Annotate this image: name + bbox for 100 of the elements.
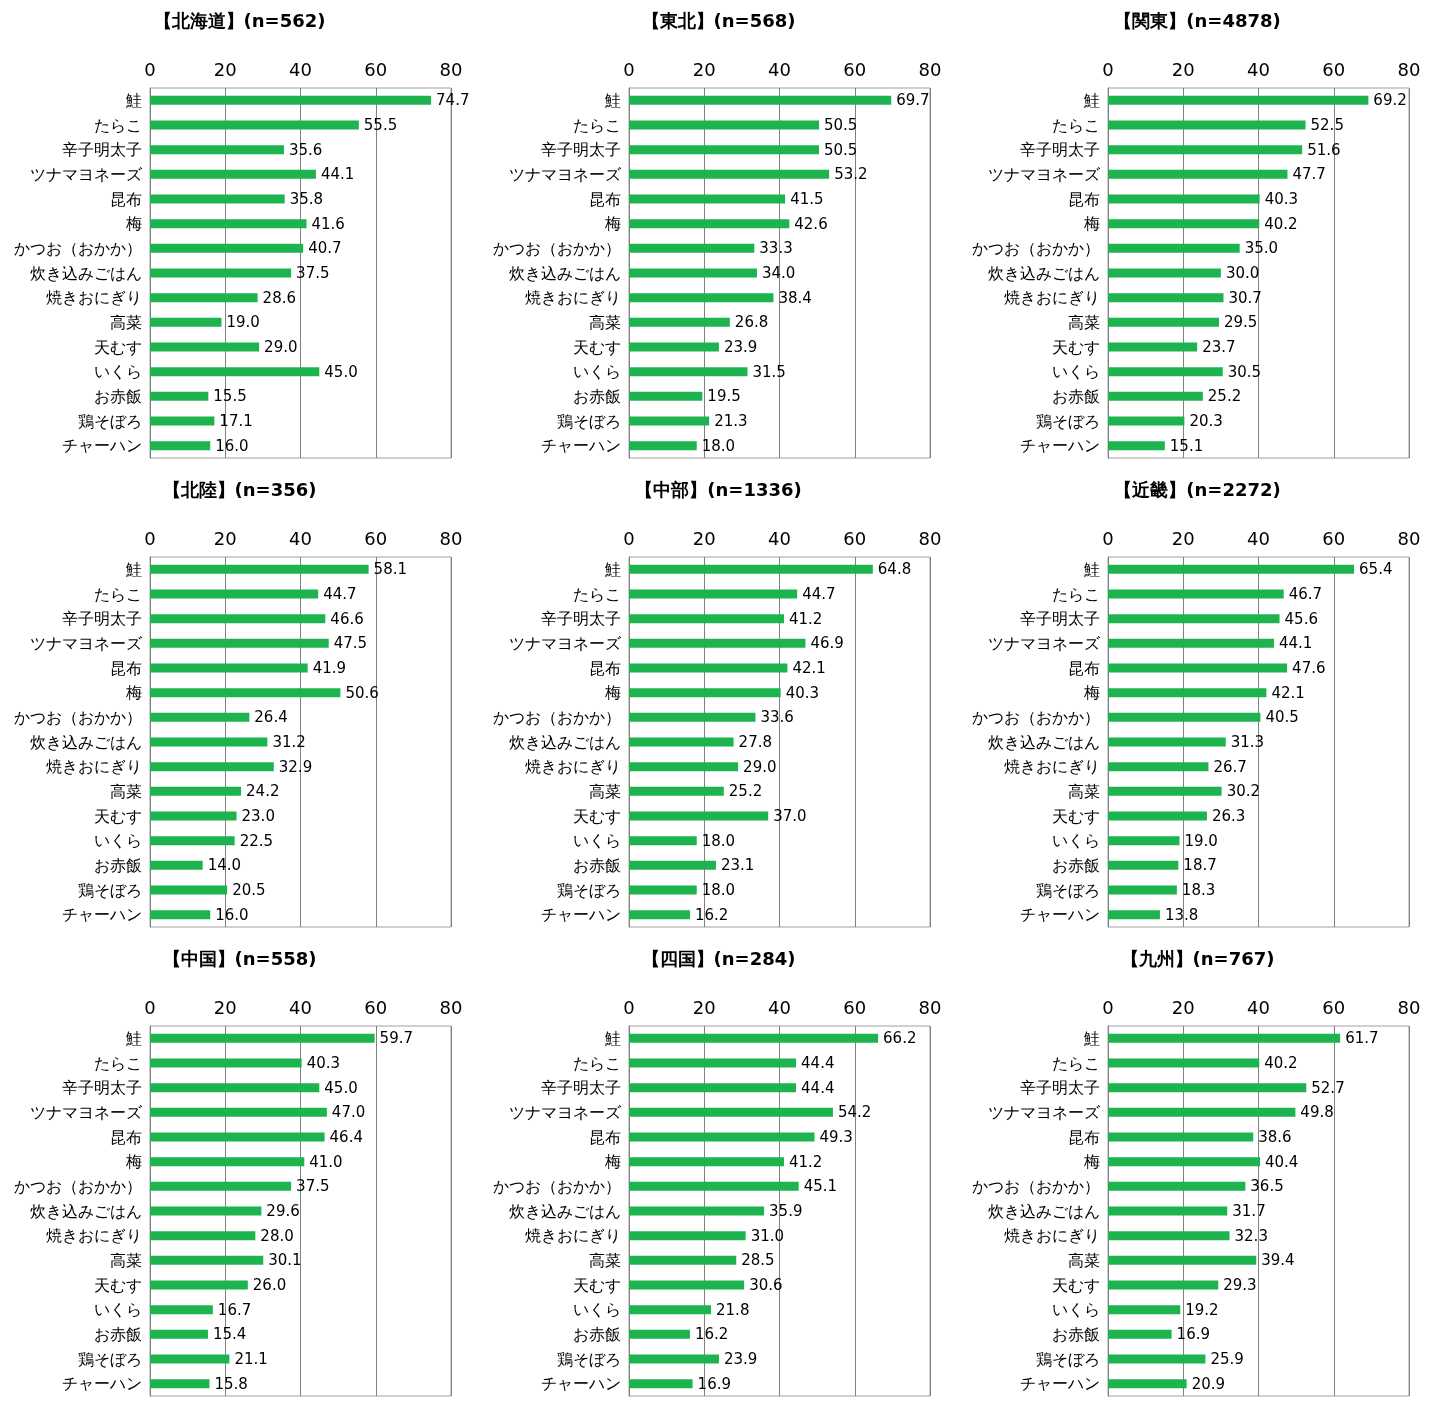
- data-label: 18.7: [1183, 856, 1217, 875]
- x-tick-label: 20: [213, 527, 237, 549]
- data-label: 18.0: [701, 831, 736, 850]
- y-tick-label: お赤飯: [573, 855, 621, 875]
- x-tick-label: 80: [439, 58, 463, 80]
- bar: [150, 120, 359, 130]
- data-label: 47.7: [1292, 165, 1326, 184]
- y-tick-label: 昆布: [110, 658, 142, 678]
- bar: [1108, 317, 1219, 327]
- data-label: 16.2: [694, 905, 729, 924]
- y-tick-label: お赤飯: [94, 1324, 142, 1344]
- y-tick-label: 高菜: [589, 312, 621, 332]
- data-label: 47.6: [1292, 659, 1326, 677]
- data-label: 45.0: [324, 1078, 358, 1097]
- bar: [1108, 1329, 1172, 1339]
- y-tick-label: たらこ: [573, 115, 621, 135]
- bar: [1108, 564, 1355, 574]
- data-label: 74.7: [436, 91, 470, 110]
- chart-title: 【中国】(n=558): [162, 947, 317, 969]
- bar: [629, 811, 769, 821]
- x-tick-label: 60: [1322, 527, 1346, 549]
- bar: [150, 1132, 325, 1142]
- data-label: 21.8: [716, 1300, 750, 1319]
- y-tick-label: 鶏そぼろ: [557, 1349, 621, 1369]
- x-tick-label: 60: [1322, 58, 1346, 80]
- data-label: 45.0: [324, 362, 358, 381]
- data-label: 16.2: [694, 1325, 729, 1344]
- y-tick-label: 焼きおにぎり: [525, 757, 621, 777]
- y-tick-label: 梅: [1083, 683, 1100, 703]
- y-tick-label: 辛子明太子: [62, 1078, 142, 1098]
- bar: [1108, 1354, 1206, 1364]
- y-tick-label: たらこ: [1052, 1053, 1100, 1073]
- x-tick-label: 80: [918, 527, 942, 549]
- bar: [1108, 737, 1226, 747]
- bar: [629, 1231, 746, 1241]
- bar: [629, 194, 786, 204]
- bar: [629, 614, 785, 624]
- data-label: 29.6: [266, 1202, 300, 1220]
- y-tick-label: 天むす: [1052, 1275, 1100, 1295]
- y-tick-label: 炊き込みごはん: [509, 263, 621, 283]
- data-label: 49.3: [819, 1128, 853, 1146]
- y-tick-label: かつお（おかか）: [493, 1176, 621, 1196]
- bar: [1108, 1206, 1228, 1216]
- data-label: 35.0: [1244, 239, 1279, 258]
- data-label: 38.6: [1258, 1128, 1292, 1146]
- data-label: 37.5: [296, 264, 330, 282]
- x-tick-label: 60: [1322, 996, 1346, 1018]
- bar: [150, 416, 215, 426]
- y-tick-label: 昆布: [110, 1127, 142, 1147]
- bar: [1108, 169, 1288, 179]
- y-tick-label: ツナマヨネーズ: [30, 1102, 143, 1122]
- bar: [150, 1083, 320, 1093]
- bar: [1108, 145, 1303, 155]
- chart-title: 【近畿】(n=2272): [1114, 478, 1281, 500]
- x-tick-label: 60: [364, 58, 388, 80]
- bar: [629, 1132, 815, 1142]
- bar: [629, 219, 790, 229]
- y-tick-label: 辛子明太子: [62, 140, 142, 160]
- data-label: 26.4: [254, 708, 288, 727]
- data-label: 23.1: [720, 856, 755, 875]
- y-tick-label: 鶏そぼろ: [78, 880, 142, 900]
- data-label: 23.7: [1202, 338, 1236, 356]
- data-label: 36.5: [1250, 1177, 1284, 1196]
- data-label: 38.4: [778, 288, 812, 307]
- bar: [1108, 614, 1280, 624]
- bar: [629, 1305, 712, 1315]
- bar: [629, 663, 788, 673]
- data-label: 28.0: [260, 1226, 294, 1245]
- data-label: 49.8: [1300, 1103, 1334, 1122]
- bar: [150, 786, 242, 796]
- chart-title: 【北海道】(n=562): [153, 9, 326, 31]
- bar: [150, 1305, 213, 1315]
- data-label: 40.3: [306, 1054, 341, 1072]
- data-label: 19.2: [1185, 1300, 1219, 1319]
- y-tick-label: 天むす: [94, 806, 142, 826]
- y-tick-label: 鮭: [1084, 559, 1100, 579]
- bar: [1108, 416, 1185, 426]
- y-tick-label: いくら: [573, 362, 621, 382]
- bar: [150, 663, 308, 673]
- data-label: 42.6: [794, 214, 828, 233]
- x-tick-label: 0: [144, 527, 156, 549]
- data-label: 64.8: [877, 560, 912, 579]
- bar: [629, 712, 756, 722]
- bar: [150, 1157, 305, 1167]
- y-tick-label: 梅: [1083, 214, 1100, 234]
- bar: [150, 317, 222, 327]
- y-tick-label: チャーハン: [541, 905, 621, 925]
- y-tick-label: かつお（おかか）: [972, 707, 1100, 727]
- bar: [150, 194, 285, 204]
- x-tick-label: 20: [692, 996, 716, 1018]
- y-tick-label: ツナマヨネーズ: [988, 164, 1101, 184]
- bar: [629, 737, 734, 747]
- bar: [1108, 1132, 1254, 1142]
- data-label: 40.4: [1265, 1152, 1299, 1171]
- y-tick-label: 鮭: [605, 1028, 621, 1048]
- data-label: 15.5: [213, 387, 247, 406]
- data-label: 21.3: [714, 412, 748, 430]
- x-tick-label: 40: [768, 58, 791, 80]
- y-tick-label: 辛子明太子: [1020, 140, 1100, 160]
- y-tick-label: 炊き込みごはん: [988, 263, 1100, 283]
